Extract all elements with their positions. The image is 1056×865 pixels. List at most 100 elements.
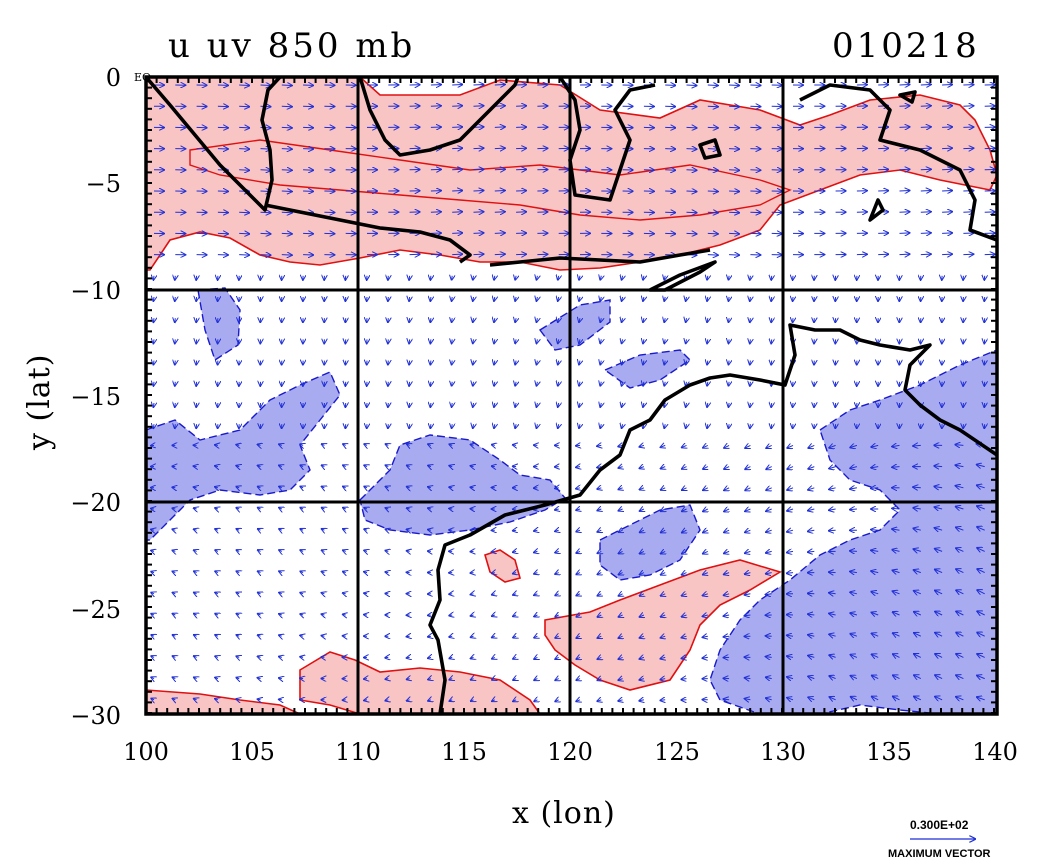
wind-vector [322, 614, 325, 615]
wind-vector [473, 361, 474, 365]
wind-vector [215, 656, 218, 657]
wind-vector [579, 276, 580, 280]
wind-vector [703, 530, 708, 532]
wind-vector [260, 85, 271, 86]
wind-vector [537, 361, 538, 365]
wind-vector [194, 677, 197, 678]
wind-vector [686, 233, 697, 234]
wind-vector [850, 592, 858, 594]
positive-region-south-1 [544, 559, 782, 691]
wind-vector [899, 233, 910, 234]
wind-vector [343, 572, 346, 573]
wind-vector [364, 487, 367, 488]
wind-vector [808, 656, 815, 658]
wind-vector [920, 127, 931, 128]
wind-vector [942, 233, 952, 234]
wind-vector [787, 551, 794, 552]
wind-vector [851, 676, 858, 679]
y-tick-label: −25 [70, 596, 121, 624]
wind-vector [239, 149, 249, 150]
wind-vector [237, 550, 240, 551]
wind-vector [576, 488, 580, 489]
wind-vector [194, 529, 197, 530]
wind-vector [871, 467, 879, 468]
wind-vector [322, 636, 325, 637]
wind-vector [914, 570, 921, 573]
wind-vector [239, 212, 249, 213]
wind-vector [660, 700, 665, 701]
wind-vector [558, 361, 559, 365]
wind-vector [534, 679, 537, 681]
wind-vector [194, 614, 197, 615]
wind-vector [515, 361, 516, 365]
wind-vector [258, 508, 261, 509]
wind-vector [808, 614, 815, 615]
wind-vector [640, 530, 644, 532]
wind-vector [724, 615, 730, 616]
wind-vector [787, 677, 794, 679]
wind-vector [661, 594, 666, 596]
wind-vector [258, 550, 261, 551]
wind-vector [258, 635, 261, 636]
wind-vector [537, 403, 538, 407]
x-tick-label: 105 [229, 738, 275, 766]
wind-vector [707, 127, 718, 128]
wind-vector [597, 488, 601, 489]
wind-vector [935, 507, 943, 509]
wind-vector [300, 635, 303, 636]
wind-vector [643, 339, 644, 343]
wind-vector [640, 573, 644, 575]
wind-vector [239, 127, 249, 128]
wind-vector [643, 276, 644, 280]
wind-vector [750, 339, 751, 343]
wind-vector [851, 655, 858, 658]
coastline-borneo [358, 77, 520, 157]
wind-vector [473, 85, 484, 86]
wind-vector [534, 657, 537, 659]
wind-vector [471, 615, 474, 616]
wind-vector [977, 527, 985, 530]
wind-vector [576, 679, 580, 681]
wind-vector [893, 654, 900, 657]
positive-region-south-3 [146, 689, 301, 714]
wind-vector [766, 657, 772, 658]
wind-vector [686, 339, 687, 343]
wind-vector [618, 488, 622, 490]
wind-vector [534, 636, 537, 638]
wind-vector [682, 657, 687, 658]
wind-vector [808, 697, 815, 700]
y-tick-label: −15 [70, 383, 121, 411]
wind-vector [640, 551, 644, 553]
wind-vector [686, 382, 687, 386]
wind-vector [385, 572, 388, 573]
wind-vector [682, 551, 687, 553]
wind-vector [260, 255, 271, 256]
equator-label: EQ [134, 71, 152, 84]
wind-vector [892, 529, 900, 530]
wind-vector [729, 361, 730, 365]
wind-vector [492, 466, 495, 467]
wind-vector [597, 679, 601, 681]
wind-vector [215, 699, 218, 700]
wind-vector [707, 85, 718, 86]
wind-vector [558, 297, 559, 301]
wind-vector [258, 445, 261, 446]
wind-vector [661, 530, 665, 532]
wind-vector [452, 382, 453, 386]
wind-vector [473, 106, 484, 107]
wind-vector [173, 571, 176, 572]
wind-vector [956, 527, 964, 530]
wind-vector [215, 593, 218, 594]
wind-vector [707, 361, 708, 365]
wind-vector [151, 677, 154, 678]
wind-vector [766, 488, 772, 490]
wind-vector [766, 530, 772, 532]
wind-vector [956, 675, 964, 678]
wind-vector [707, 212, 718, 213]
wind-vector [194, 550, 197, 551]
wind-vector [724, 488, 729, 491]
wind-vector [555, 700, 558, 702]
wind-vector [600, 361, 601, 365]
wind-vector [934, 466, 943, 467]
wind-vector [661, 636, 666, 638]
